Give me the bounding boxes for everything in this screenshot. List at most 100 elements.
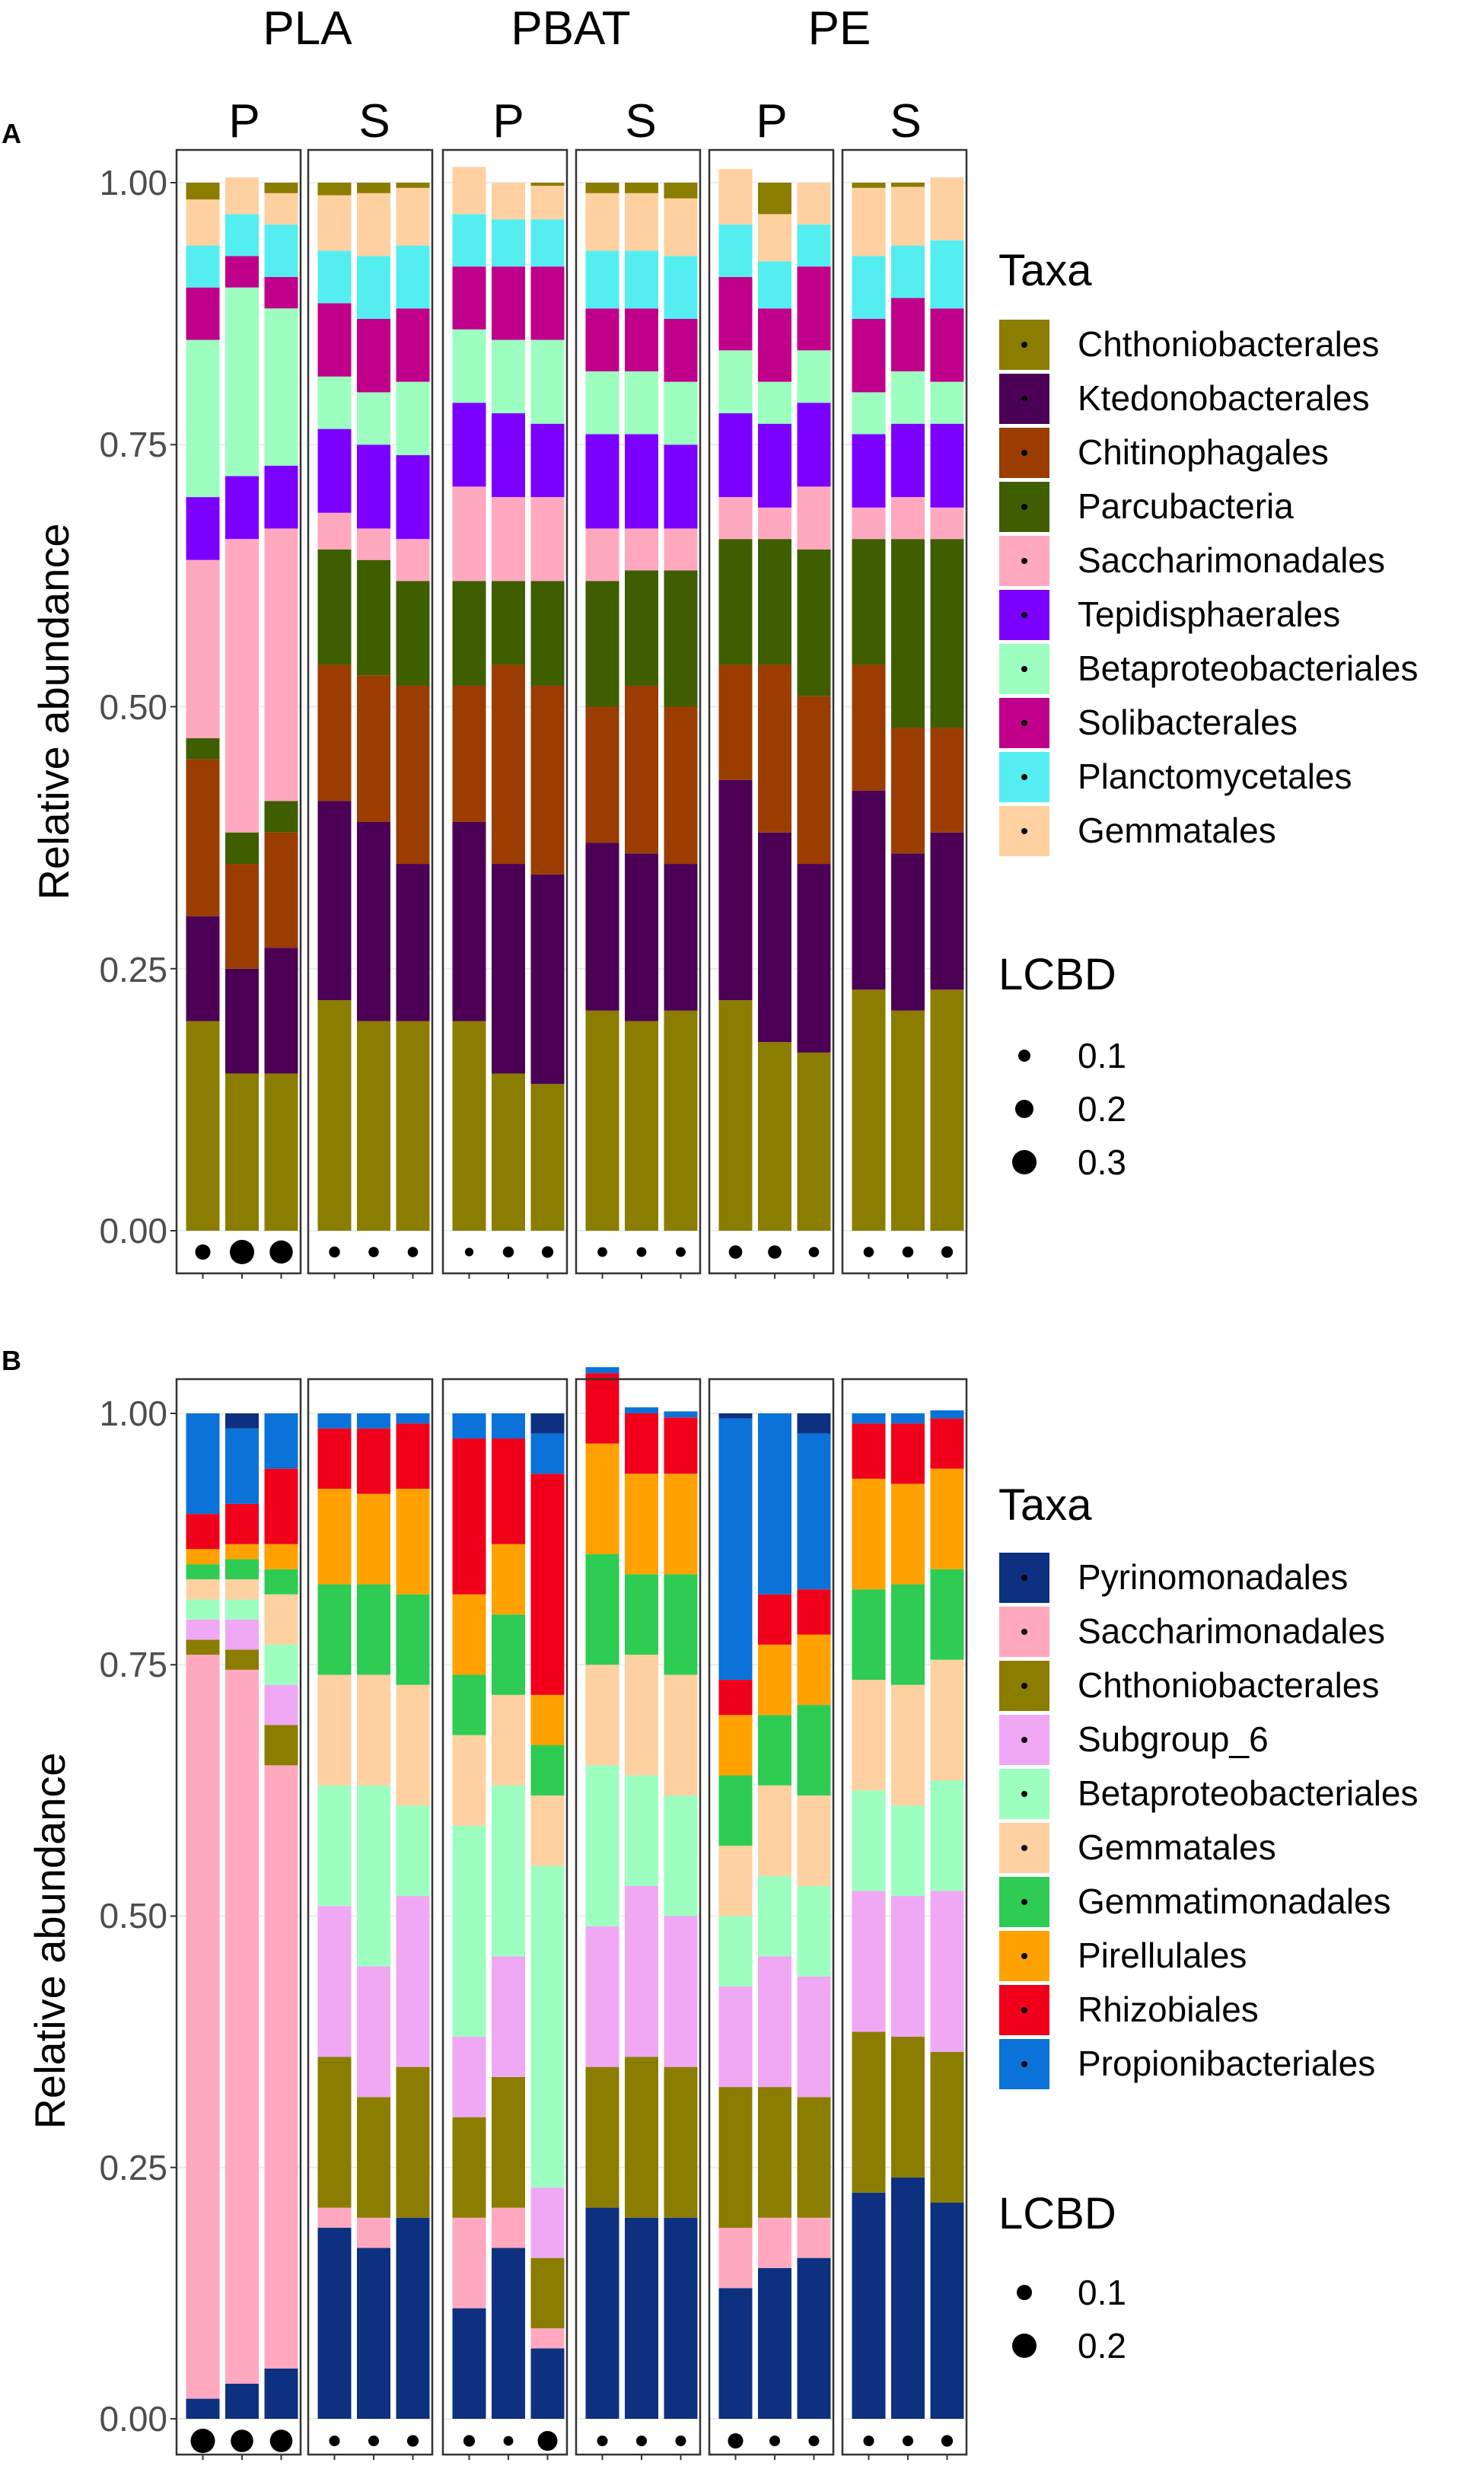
bar-segment-b-s12-pirellulales [718,1715,753,1776]
facet-border-b-1 [307,1378,434,2456]
size-legend-label-a-0: 0.1 [1078,1036,1126,1075]
bar-segment-a-s16-chitinophagales [891,728,925,854]
bar-segment-a-s1-chitinophagales [225,864,259,969]
lcbd-dot-b-s13 [769,2436,780,2446]
bar-segment-b-s10-rhizobiales [625,1413,658,1474]
size-legend-dot-a-1 [1015,1100,1033,1118]
bar-segment-b-s2-gemmatimonadales [264,1569,298,1595]
bar-segment-a-s8-gemmatales [530,186,565,220]
compartment-label-pe-s: S [890,95,921,148]
bar-segment-b-s6-propionibacteriales [452,1413,486,1439]
facet-border-a-0 [175,148,302,1275]
bar-segment-b-s13-chthoniobacterales [758,2087,791,2218]
legend-title-taxa-b: Taxa [998,1480,1092,1530]
legend-label-a-4: Saccharimonadales [1078,540,1385,580]
bar-segment-b-s3-saccharimonadales [317,2207,352,2229]
lcbd-dot-a-s4 [368,1247,379,1257]
legend-swatch-dot-a-1 [1021,396,1027,402]
size-legend-dot-a-2 [1012,1150,1037,1174]
bar-segment-b-s9-chthoniobacterales [585,2066,619,2208]
bar-segment-a-s2-gemmatales [264,193,298,225]
polymer-label-pbat: PBAT [511,2,630,55]
bar-segment-a-s9-parcubacteria [585,581,619,707]
bar-segment-b-s12-betaproteobacteriales [718,1916,753,1986]
bar-segment-b-s13-betaproteobacteriales [758,1875,791,1957]
bar-segment-a-s10-gemmatales [625,193,658,251]
bar-segment-b-s0-betaproteobacteriales [186,1599,220,1620]
bar-segment-b-s14-gemmatimonadales [797,1705,831,1795]
bar-segment-a-s2-ktedonobacterales [264,948,298,1074]
bar-segment-b-s11-gemmatales [664,1674,698,1795]
bar-segment-a-s8-tepidisphaerales [530,423,565,498]
bar-segment-b-s8-subgroup_6 [530,2187,565,2258]
bar-segment-a-s13-remainder [758,183,791,215]
legend-label-b-9: Propionibacteriales [1078,2044,1375,2083]
lcbd-dot-b-s0 [190,2429,215,2453]
bar-segment-a-s3-parcubacteria [317,549,352,665]
bar-segment-a-s2-remainder [264,183,298,193]
legend-items-a: Chthoniobacterales Ktedonobacterales Chiti… [999,320,1419,856]
bar-segment-a-s3-chthoniobacterales [317,1000,352,1231]
bar-segment-a-s2-parcubacteria [264,801,298,833]
bar-segment-a-s2-betaproteobacteriales [264,308,298,466]
lcbd-dot-b-s5 [406,2435,419,2447]
bar-segment-a-s15-remainder [852,183,886,188]
bar-segment-a-s1-betaproteobacteriales [225,287,259,476]
bar-segment-b-s2-betaproteobacteriales [264,1644,298,1685]
legend-label-b-1: Saccharimonadales [1078,1611,1385,1651]
bar-segment-b-s15-propionibacteriales [852,1413,886,1424]
bar-segment-b-s0-saccharimonadales [186,1655,220,2399]
bar-segment-a-s0-chthoniobacterales [186,1021,220,1231]
size-legend-a: 0.1 0.2 0.3 [1012,1036,1126,1182]
bar-segment-a-s6-ktedonobacterales [452,821,486,1021]
bar-segment-b-s11-gemmatimonadales [664,1574,698,1675]
legend-swatch-dot-b-2 [1021,1683,1027,1689]
bar-segment-a-s1-tepidisphaerales [225,476,259,540]
bar-segment-a-s9-gemmatales [585,193,619,251]
facet-border-a-3 [575,148,702,1275]
bar-segment-b-s11-propionibacteriales [664,1411,698,1418]
bar-segment-a-s11-betaproteobacteriales [664,381,698,445]
bar-segment-b-s3-rhizobiales [317,1428,352,1489]
bar-segment-a-s0-planctomycetales [186,245,220,288]
bar-segment-b-s4-chthoniobacterales [357,2097,390,2218]
size-legend-dot-a-0 [1018,1050,1030,1062]
bar-segment-b-s9-pirellulales [585,1443,619,1554]
bar-segment-b-s7-subgroup_6 [492,1956,525,2077]
bar-segment-a-s2-chthoniobacterales [264,1073,298,1231]
facet-border-b-0 [175,1378,302,2456]
bar-segment-a-s12-chthoniobacterales [718,1000,753,1231]
lcbd-dot-a-s2 [269,1240,293,1264]
bar-segment-b-s7-betaproteobacteriales [492,1785,525,1957]
bar-segment-a-s13-parcubacteria [758,539,791,665]
bar-segment-a-s9-tepidisphaerales [585,434,619,529]
bar-segment-b-s8-remainder [530,1413,565,1434]
bar-segment-a-s7-solibacterales [492,266,525,340]
legend-label-a-2: Chitinophagales [1078,432,1329,472]
bar-segment-b-s0-pirellulales [186,1549,220,1565]
bar-segment-a-s13-ktedonobacterales [758,832,791,1043]
bar-segment-a-s8-chitinophagales [530,685,565,875]
facet-border-b-5 [841,1378,968,2456]
bar-segment-b-s1-chthoniobacterales [225,1649,259,1670]
bar-segment-b-s0-rhizobiales [186,1514,220,1550]
bar-segment-b-s6-pyrinomonadales [452,2308,486,2419]
bar-segment-b-s13-rhizobiales [758,1594,791,1645]
bar-segment-a-s14-parcubacteria [797,549,831,696]
bar-segment-a-s11-chthoniobacterales [664,1010,698,1231]
bar-segment-b-s4-rhizobiales [357,1428,390,1494]
bar-segment-b-s17-pyrinomonadales [930,2202,964,2419]
bar-segment-b-s6-betaproteobacteriales [452,1825,486,2037]
bar-segment-a-s5-saccharimonadales [396,539,430,581]
bar-segment-b-s16-rhizobiales [891,1423,925,1484]
bar-segment-a-s15-chthoniobacterales [852,989,886,1231]
bar-segment-a-s6-planctomycetales [452,214,486,267]
compartment-label-pla-s: S [358,95,390,148]
bar-segment-b-s14-propionibacteriales [797,1433,831,1590]
bar-segment-b-s1-saccharimonadales [225,1669,259,2384]
bar-segment-b-s4-subgroup_6 [357,1966,390,2098]
legend-swatch-dot-b-4 [1021,1791,1027,1797]
bar-segment-b-s6-rhizobiales [452,1438,486,1595]
bar-segment-b-s4-propionibacteriales [357,1413,390,1429]
bar-segment-b-s7-propionibacteriales [492,1413,525,1439]
